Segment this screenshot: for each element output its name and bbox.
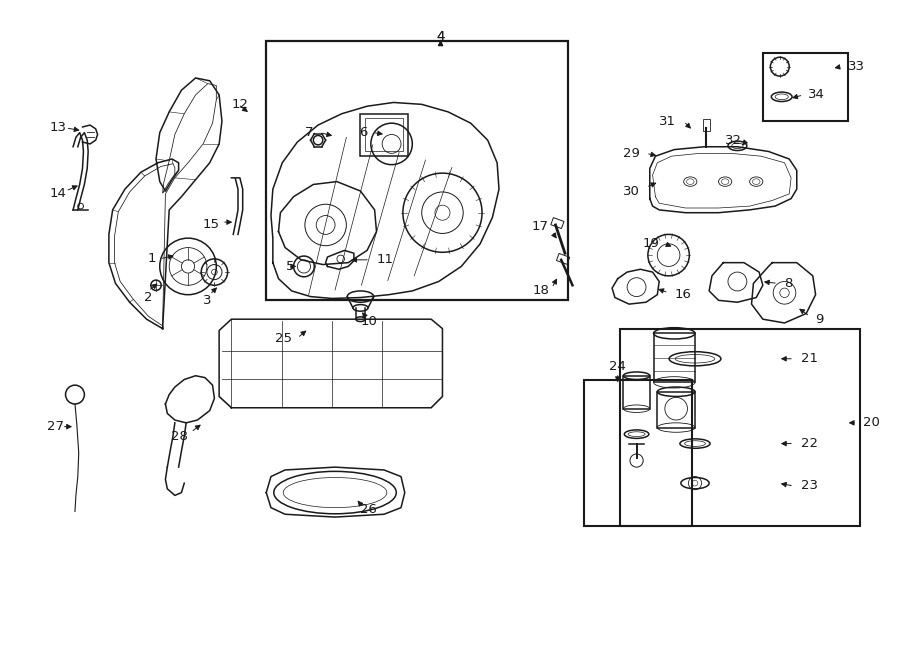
Text: 23: 23 bbox=[800, 479, 817, 492]
Text: 9: 9 bbox=[815, 313, 824, 326]
Text: 7: 7 bbox=[305, 126, 313, 139]
Text: 30: 30 bbox=[624, 184, 640, 198]
Text: 24: 24 bbox=[609, 360, 626, 373]
Text: 33: 33 bbox=[848, 60, 865, 73]
Bar bbox=[624, 375, 650, 408]
Bar bbox=[551, 217, 564, 229]
Text: 20: 20 bbox=[863, 416, 879, 430]
Text: 11: 11 bbox=[376, 253, 393, 266]
Bar bbox=[556, 253, 570, 264]
Text: 1: 1 bbox=[148, 253, 156, 265]
Text: 34: 34 bbox=[808, 89, 825, 101]
Bar bbox=[365, 118, 403, 151]
Text: 28: 28 bbox=[171, 430, 188, 442]
Text: 10: 10 bbox=[361, 315, 377, 328]
Text: 3: 3 bbox=[202, 294, 211, 307]
Text: 16: 16 bbox=[674, 288, 691, 301]
Text: 25: 25 bbox=[274, 332, 292, 344]
Text: 14: 14 bbox=[50, 187, 67, 200]
Text: 6: 6 bbox=[359, 126, 367, 139]
Text: 13: 13 bbox=[50, 122, 67, 134]
Text: 22: 22 bbox=[800, 437, 817, 450]
Text: 18: 18 bbox=[532, 284, 549, 297]
Bar bbox=[653, 333, 695, 382]
Bar bbox=[763, 54, 848, 122]
Text: 31: 31 bbox=[659, 115, 676, 128]
Text: 27: 27 bbox=[47, 420, 64, 433]
Text: 5: 5 bbox=[286, 260, 294, 273]
Text: 17: 17 bbox=[532, 220, 549, 233]
Text: 4: 4 bbox=[436, 30, 445, 43]
Text: 19: 19 bbox=[643, 237, 659, 251]
Text: 29: 29 bbox=[624, 147, 640, 160]
Text: 15: 15 bbox=[202, 219, 219, 231]
Bar bbox=[619, 329, 860, 527]
Bar bbox=[584, 381, 692, 527]
Text: 21: 21 bbox=[800, 352, 817, 366]
Bar bbox=[361, 114, 408, 156]
Bar bbox=[266, 41, 568, 300]
Bar bbox=[703, 120, 710, 131]
Text: 4: 4 bbox=[436, 30, 445, 43]
Bar bbox=[657, 392, 695, 428]
Text: 2: 2 bbox=[144, 291, 153, 304]
Text: 26: 26 bbox=[361, 503, 377, 516]
Text: 32: 32 bbox=[725, 134, 742, 147]
Text: 12: 12 bbox=[231, 98, 248, 111]
Text: 8: 8 bbox=[785, 277, 793, 290]
